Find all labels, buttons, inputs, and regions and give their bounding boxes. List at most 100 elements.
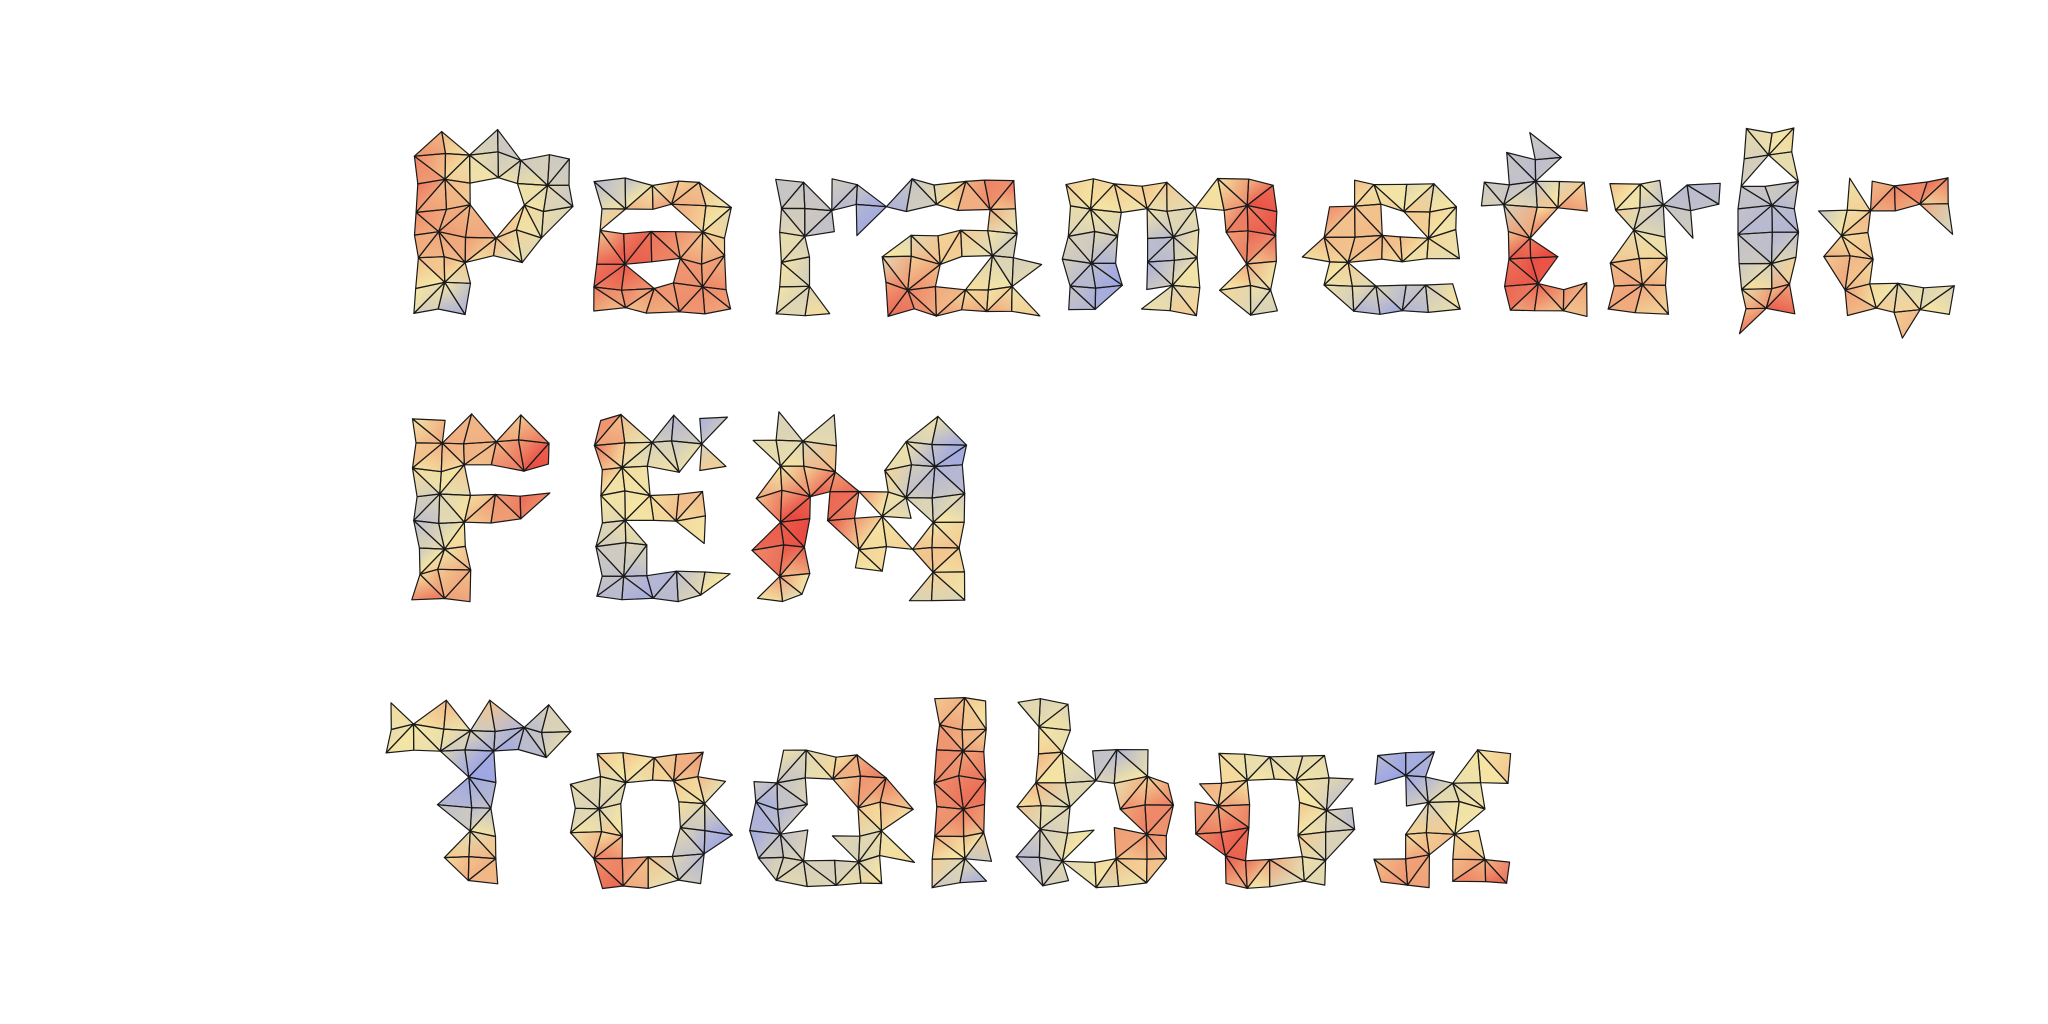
mesh-edge xyxy=(1373,184,1405,213)
mesh-edge xyxy=(1169,284,1198,317)
mesh-edge xyxy=(1325,777,1354,812)
mesh-edge xyxy=(960,229,994,258)
mesh-edge xyxy=(1740,154,1770,187)
mesh-edge xyxy=(1064,780,1097,808)
mesh-edge xyxy=(1303,859,1327,886)
mesh-edge xyxy=(1268,858,1305,888)
mesh-fill-layer xyxy=(385,126,1956,890)
mesh-edge xyxy=(443,569,472,603)
mesh-edge xyxy=(1374,754,1407,785)
mesh-edge xyxy=(651,756,675,782)
mesh-edge xyxy=(960,289,988,313)
mesh-edge xyxy=(879,801,914,832)
mesh-edge xyxy=(1534,156,1562,182)
mesh-edge xyxy=(519,492,551,520)
mesh-edge xyxy=(700,571,731,596)
mesh-edge xyxy=(651,184,673,210)
mesh-edge xyxy=(1405,774,1429,807)
mesh-element xyxy=(621,263,656,291)
mesh-edge xyxy=(1765,283,1796,315)
mesh-edge xyxy=(1738,307,1767,335)
mesh-edge xyxy=(593,286,627,312)
mesh-edge xyxy=(1484,858,1508,884)
mesh-edge xyxy=(905,178,938,213)
mesh-edge xyxy=(1324,828,1356,862)
mesh-edge xyxy=(1529,206,1559,239)
mesh-edge xyxy=(1061,829,1095,862)
mesh-edge xyxy=(469,154,499,184)
mesh-edge xyxy=(523,442,550,472)
mesh-edge xyxy=(1406,854,1431,889)
mesh-edge xyxy=(1919,203,1954,235)
mesh-edge xyxy=(599,208,627,231)
mesh-edge xyxy=(1042,860,1070,887)
mesh-edge xyxy=(1686,184,1720,212)
mesh-edge-layer xyxy=(385,127,1955,890)
mesh-edge xyxy=(964,831,993,862)
mesh-edge xyxy=(540,205,574,239)
mesh-element xyxy=(1016,805,1042,831)
mesh-edge xyxy=(1375,285,1403,315)
mesh-edge xyxy=(1011,257,1043,288)
mesh-edge xyxy=(1425,832,1456,856)
mesh-edge xyxy=(881,515,914,550)
mesh-edge xyxy=(930,571,966,602)
mesh-edge xyxy=(699,416,729,445)
mesh-edge xyxy=(675,570,702,603)
mesh-edge xyxy=(701,286,732,315)
mesh-edge xyxy=(1224,855,1248,889)
mesh-edge xyxy=(621,575,654,601)
mesh-edge xyxy=(804,210,835,237)
mesh-edge xyxy=(1477,749,1509,785)
mesh-edge xyxy=(1249,289,1279,316)
mesh-edge xyxy=(778,575,803,603)
mesh-edge xyxy=(437,281,466,316)
mesh-edge xyxy=(411,573,446,601)
mesh-edge xyxy=(1094,284,1123,310)
mesh-edge xyxy=(1145,858,1168,884)
mesh-edge xyxy=(490,493,522,524)
mesh-element xyxy=(1017,698,1041,728)
mesh-edge xyxy=(490,441,525,472)
mesh-edge xyxy=(492,237,523,264)
mesh-edge xyxy=(1113,183,1148,214)
mesh-edge xyxy=(1844,289,1877,317)
mesh-edge xyxy=(412,723,441,752)
mesh-edge xyxy=(1557,181,1588,212)
mesh-edge xyxy=(1529,256,1559,285)
mesh-edge xyxy=(878,830,916,864)
mesh-edge xyxy=(1562,282,1588,317)
mesh-edge xyxy=(1373,858,1409,886)
mesh-edge xyxy=(1480,181,1505,207)
mesh-edge xyxy=(670,440,703,473)
mesh-edge xyxy=(855,203,888,237)
mesh-edge xyxy=(777,803,808,835)
mesh-edge xyxy=(1662,204,1694,239)
mesh-edge xyxy=(1893,309,1921,339)
mesh-edge xyxy=(649,494,677,522)
mesh-edge xyxy=(1634,284,1670,315)
mesh-edge xyxy=(515,229,543,264)
mesh-edge xyxy=(1146,261,1174,291)
mesh-edge xyxy=(697,776,727,805)
mesh-edge xyxy=(540,730,572,759)
mesh-edge xyxy=(804,749,834,780)
mesh-element xyxy=(1425,832,1456,856)
mesh-element xyxy=(1225,230,1249,266)
mesh-edge xyxy=(650,230,681,263)
mesh-edge xyxy=(802,860,837,888)
mesh-edge xyxy=(1919,285,1955,315)
mesh-edge xyxy=(593,858,624,890)
mesh-edge xyxy=(957,180,991,211)
mesh-element xyxy=(436,776,473,809)
mesh-edge xyxy=(881,497,912,519)
mesh-edge xyxy=(467,857,499,885)
mesh-element xyxy=(801,413,837,447)
mesh-edge xyxy=(854,548,883,572)
mesh-edge xyxy=(959,858,988,884)
mesh-edge xyxy=(678,853,705,885)
mesh-edge xyxy=(907,289,937,317)
mesh-element xyxy=(756,575,784,602)
